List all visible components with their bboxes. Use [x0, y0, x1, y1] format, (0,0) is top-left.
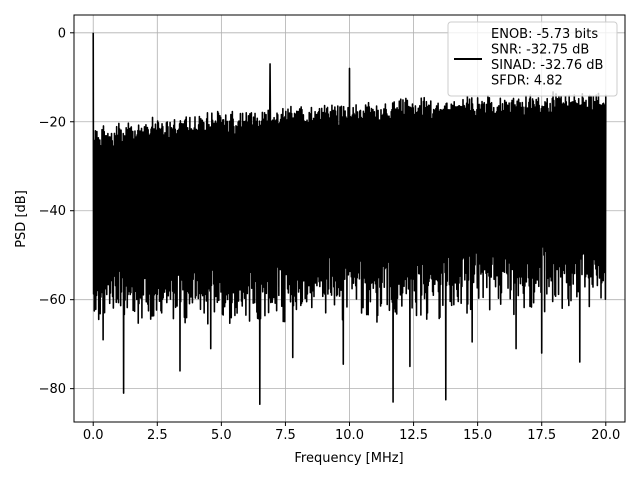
x-tick-label: 12.5	[399, 428, 428, 443]
legend-line-text: ENOB: -5.73 bits	[491, 27, 598, 42]
x-axis-ticks: 0.0 2.5 5.0 7.5 10.0 12.5 15.0 17.5 20.0	[83, 422, 620, 443]
legend-line-text: SFDR: 4.82	[491, 74, 563, 89]
x-tick-label: 5.0	[211, 428, 232, 443]
y-tick-label: −20	[39, 115, 66, 130]
legend-box	[447, 21, 618, 97]
legend: ENOB: -5.73 bits SNR: -32.75 dB SINAD: -32…	[447, 21, 618, 97]
x-axis-label: Frequency [MHz]	[294, 451, 403, 466]
x-tick-label: 15.0	[463, 428, 492, 443]
y-axis-label: PSD [dB]	[14, 190, 29, 248]
x-tick-label: 2.5	[147, 428, 168, 443]
legend-line-text: SNR: -32.75 dB	[491, 43, 589, 58]
legend-line-text: SINAD: -32.76 dB	[491, 58, 603, 73]
x-tick-label: 17.5	[527, 428, 556, 443]
psd-series-line	[92, 32, 607, 406]
y-tick-label: −80	[39, 382, 66, 397]
y-tick-label: −40	[39, 204, 66, 219]
y-tick-label: −60	[39, 293, 66, 308]
x-tick-label: 0.0	[83, 428, 104, 443]
y-axis-ticks: 0 −20 −40 −60 −80	[39, 26, 74, 397]
x-tick-label: 20.0	[591, 428, 620, 443]
psd-trace	[92, 32, 607, 406]
x-tick-label: 10.0	[335, 428, 364, 443]
y-tick-label: 0	[58, 26, 66, 41]
x-tick-label: 7.5	[275, 428, 296, 443]
legend-entry-text: ENOB: -5.73 bits SNR: -32.75 dB SINAD: -32…	[491, 27, 603, 89]
